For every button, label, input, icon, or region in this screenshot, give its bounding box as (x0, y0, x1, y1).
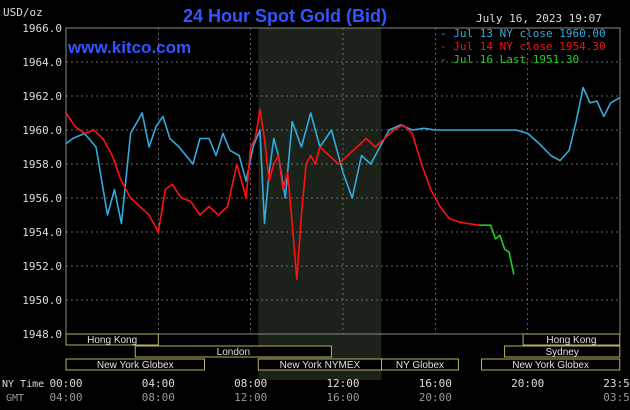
x-tick-label-ny: 12:00 (326, 377, 359, 390)
session-bar (65, 358, 205, 371)
legend-entry: - Jul 14 NY close 1954.30 (440, 40, 606, 53)
session-label: Hong Kong (546, 335, 596, 346)
x-tick-label-gmt: 03:59 (603, 391, 630, 404)
y-tick-label: 1964.0 (22, 56, 62, 69)
session-label: London (217, 347, 250, 358)
y-tick-label: 1966.0 (22, 22, 62, 35)
session-label: Hong Kong (87, 335, 137, 346)
session-bar (504, 345, 621, 358)
x-tick-label-gmt: 08:00 (142, 391, 175, 404)
y-tick-label: 1954.0 (22, 226, 62, 239)
units-label: USD/oz (3, 6, 43, 19)
series-line (65, 86, 621, 225)
x-axis-label-gmt: GMT (6, 393, 24, 404)
session-bar (381, 358, 459, 371)
x-tick-label-gmt: 04:00 (49, 391, 82, 404)
y-tick-label: 1956.0 (22, 192, 62, 205)
session-bar (481, 358, 621, 371)
legend-entry: - Jul 16 Last 1951.30 (440, 53, 579, 66)
y-tick-label: 1962.0 (22, 90, 62, 103)
x-tick-label-ny: 23:59 (603, 377, 630, 390)
legend-entry: - Jul 13 NY close 1960.00 (440, 27, 606, 40)
y-tick-label: 1958.0 (22, 158, 62, 171)
x-axis-label-ny: NY Time (2, 379, 44, 390)
x-tick-label-ny: 20:00 (511, 377, 544, 390)
session-label: Sydney (545, 347, 578, 358)
y-tick-label: 1960.0 (22, 124, 62, 137)
trading-hours-band (258, 28, 382, 380)
series-line (479, 224, 515, 275)
session-bar (134, 345, 332, 358)
x-tick-label-ny: 00:00 (49, 377, 82, 390)
session-label: New York Globex (97, 360, 174, 371)
session-bar (522, 333, 621, 346)
y-tick-label: 1950.0 (22, 294, 62, 307)
x-tick-label-gmt: 16:00 (326, 391, 359, 404)
x-tick-label-ny: 04:00 (142, 377, 175, 390)
y-tick-label: 1948.0 (22, 328, 62, 341)
y-tick-label: 1952.0 (22, 260, 62, 273)
x-tick-label-ny: 08:00 (234, 377, 267, 390)
site-label[interactable]: www.kitco.com (67, 38, 191, 57)
chart-title: 24 Hour Spot Gold (Bid) (183, 6, 387, 26)
x-tick-label-ny: 16:00 (419, 377, 452, 390)
session-label: NY Globex (396, 360, 444, 371)
session-bar (65, 333, 159, 346)
timestamp-label: July 16, 2023 19:07 (476, 12, 602, 25)
session-label: New York NYMEX (280, 360, 361, 371)
x-tick-label-gmt: 20:00 (419, 391, 452, 404)
series-line (65, 108, 480, 281)
session-label: New York Globex (512, 360, 589, 371)
legend: - Jul 13 NY close 1960.00- Jul 14 NY clo… (440, 27, 606, 66)
x-tick-label-gmt: 12:00 (234, 391, 267, 404)
